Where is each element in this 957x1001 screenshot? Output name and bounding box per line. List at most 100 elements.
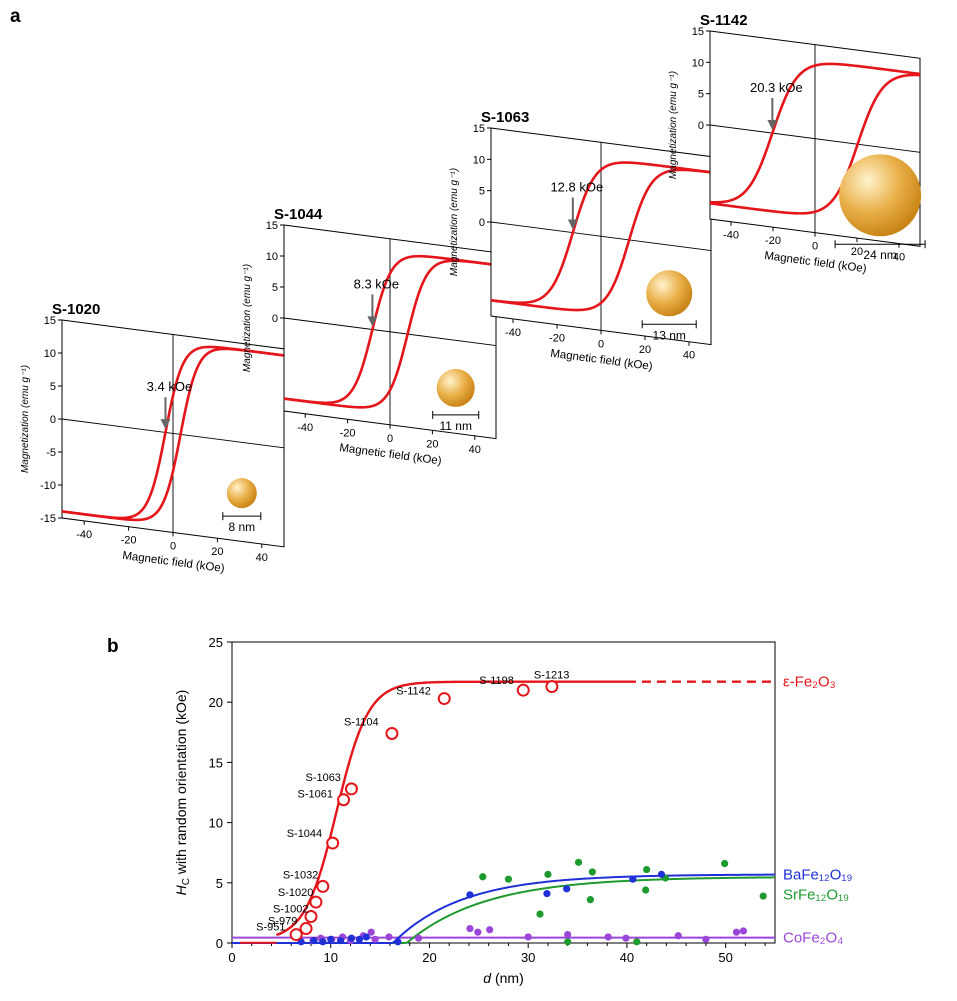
x-tick-label: 20 xyxy=(211,546,223,558)
series-label-co: CoFe₂O₄ xyxy=(783,930,843,947)
hysteresis-branch-ascending xyxy=(283,259,497,409)
data-point-co xyxy=(486,926,494,934)
data-point-ba xyxy=(394,938,402,946)
sample-label: S-1032 xyxy=(283,869,318,881)
sample-label: S-1063 xyxy=(305,772,340,784)
data-point-sr xyxy=(642,886,650,894)
y-tick-label: -5 xyxy=(46,447,56,459)
x-tick-label: -40 xyxy=(76,529,92,541)
y-tick-label: -15 xyxy=(40,513,56,525)
data-point-ba xyxy=(362,933,370,941)
y-axis-label-subscript: C xyxy=(181,878,192,885)
x-tick-label: 0 xyxy=(170,540,176,552)
series-label-eps: ε-Fe₂O₃ xyxy=(783,674,836,691)
sample-label: S-1142 xyxy=(396,686,431,698)
sample-title: S-1020 xyxy=(52,301,100,318)
y-tick-label: 5 xyxy=(216,876,223,891)
x-tick-label: 40 xyxy=(683,350,695,362)
data-point-sr xyxy=(504,875,513,883)
sample-label: S-951 xyxy=(256,922,285,934)
sample-title: S-1142 xyxy=(700,12,748,29)
sample-label: S-1198 xyxy=(479,675,514,687)
hysteresis-branch-ascending xyxy=(61,347,285,522)
data-point-eps xyxy=(337,793,351,807)
data-point-co xyxy=(622,934,630,942)
y-tick-label: 0 xyxy=(272,313,278,325)
y-axis-label: Magnetization (emu g⁻¹) xyxy=(449,168,460,276)
coercivity-arrowhead xyxy=(767,119,778,130)
data-point-sr xyxy=(633,938,641,946)
x-tick-label: 20 xyxy=(639,344,651,356)
sample-label: S-1213 xyxy=(534,670,569,682)
y-tick-label: 10 xyxy=(209,816,223,831)
data-point-co xyxy=(739,927,748,935)
data-point-eps xyxy=(344,782,358,796)
y-tick-label: 15 xyxy=(473,123,485,135)
y-tick-label: 5 xyxy=(272,282,278,294)
data-point-eps xyxy=(437,692,451,706)
y-tick-label: 10 xyxy=(266,251,278,263)
x-tick-label: 0 xyxy=(228,950,235,965)
data-point-co xyxy=(524,933,532,941)
particle-size-label: 8 nm xyxy=(228,520,255,534)
x-tick-label: -20 xyxy=(549,333,565,345)
y-tick-label: 20 xyxy=(209,695,223,710)
hysteresis-branch-descending xyxy=(709,62,921,204)
y-axis-label: Magnetization (emu g⁻¹) xyxy=(242,264,253,372)
coercivity-annotation: 3.4 kOe xyxy=(147,379,193,394)
x-tick-label: -40 xyxy=(505,327,521,339)
data-point-ba xyxy=(327,935,335,943)
x-tick-label: 30 xyxy=(521,950,535,965)
coercivity-arrowhead xyxy=(567,219,578,230)
data-point-eps xyxy=(316,879,330,893)
data-point-sr xyxy=(479,873,487,881)
sample-label: S-979 xyxy=(268,916,297,928)
coercivity-arrowhead xyxy=(367,316,378,327)
x-tick-label: 20 xyxy=(426,438,438,450)
y-tick-label: 0 xyxy=(216,936,223,951)
hysteresis-branch-ascending xyxy=(490,168,712,312)
x-tick-label: 50 xyxy=(718,950,732,965)
y-tick-label: -10 xyxy=(40,480,56,492)
plot-frame xyxy=(231,641,776,944)
x-tick-label: 0 xyxy=(387,433,393,445)
x-axis-label-symbol: d xyxy=(483,970,492,986)
x-tick-label: 0 xyxy=(812,241,818,253)
sample-label: S-1020 xyxy=(278,887,313,899)
y-tick-label: 10 xyxy=(473,154,485,166)
x-tick-label: -40 xyxy=(723,230,739,242)
y-tick-label: 10 xyxy=(44,348,56,360)
data-point-eps xyxy=(385,727,399,741)
data-point-eps xyxy=(299,922,313,936)
sample-label: S-1002 xyxy=(273,904,308,916)
y-tick-label: 25 xyxy=(209,635,223,650)
x-tick-label: 10 xyxy=(323,950,337,965)
y-tick-label: 15 xyxy=(692,26,704,38)
particle-sphere xyxy=(436,368,475,407)
particle-size-label: 11 nm xyxy=(439,419,471,433)
particle-sphere xyxy=(839,154,922,237)
y-tick-label: 15 xyxy=(44,315,56,327)
sample-label: S-1104 xyxy=(344,717,379,729)
data-point-co xyxy=(371,935,379,943)
data-point-sr xyxy=(564,938,572,946)
data-point-co xyxy=(732,928,741,936)
data-point-co xyxy=(385,933,393,941)
coercivity-annotation: 20.3 kOe xyxy=(750,80,803,95)
fit-line-ba xyxy=(232,873,776,944)
particle-sphere xyxy=(226,478,257,509)
data-point-ba xyxy=(355,935,363,943)
data-point-co xyxy=(604,933,612,941)
data-point-sr xyxy=(759,892,767,900)
data-point-eps xyxy=(516,683,530,697)
data-point-ba xyxy=(347,934,356,942)
data-point-eps xyxy=(309,895,323,909)
y-axis-label-symbol: H xyxy=(173,884,189,895)
data-point-eps xyxy=(326,836,340,850)
coercivity-arrowhead xyxy=(160,419,171,430)
sample-title: S-1063 xyxy=(481,109,529,126)
data-point-co xyxy=(474,928,482,936)
particle-size-label: 24 nm xyxy=(863,248,896,262)
